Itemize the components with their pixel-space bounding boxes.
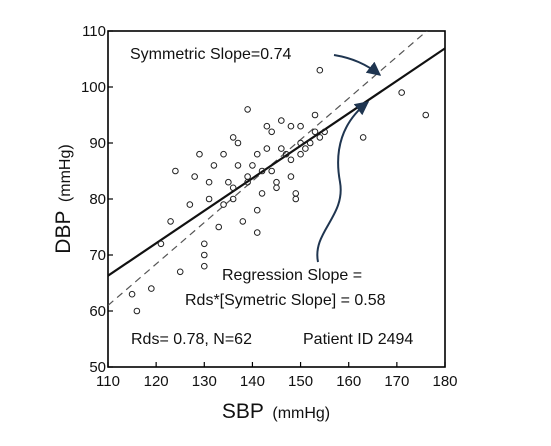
regression-slope-label-line1: Regression Slope = [222, 267, 362, 284]
data-point [244, 173, 251, 180]
data-point [229, 184, 237, 192]
data-point [287, 122, 295, 130]
data-point [359, 134, 367, 141]
symmetric-slope-line [108, 31, 428, 306]
x-tick-label: 140 [240, 373, 265, 390]
data-point [200, 240, 208, 248]
data-point [225, 178, 232, 186]
data-point [292, 190, 300, 197]
data-point [234, 162, 242, 169]
symmetric-slope-arrow [333, 54, 382, 76]
data-point [220, 150, 227, 158]
data-point [148, 285, 155, 292]
data-point [292, 195, 300, 203]
data-point [167, 218, 174, 225]
data-point [176, 268, 184, 276]
regression-slope-label-line2: Rds*[Symetric Slope] = 0.58 [185, 292, 386, 309]
x-tick-label: 180 [432, 373, 457, 390]
y-axis-ticks: 50 60 70 80 90 100 110 [81, 23, 113, 376]
data-point [229, 134, 237, 141]
data-point [210, 162, 218, 169]
patient-id-label: Patient ID 2494 [303, 331, 413, 348]
x-tick-label: 150 [288, 373, 313, 390]
x-tick-label: 170 [384, 373, 409, 390]
y-tick-label: 60 [89, 303, 106, 320]
data-point [306, 139, 314, 147]
data-point [172, 167, 179, 175]
data-point [311, 128, 319, 136]
data-point [258, 167, 266, 175]
data-point [200, 262, 208, 270]
data-point [157, 240, 165, 248]
data-point [186, 201, 194, 208]
stats-label: Rds= 0.78, N=62 [131, 331, 252, 348]
data-point [253, 150, 261, 158]
data-point [234, 139, 242, 147]
data-point [244, 178, 251, 186]
x-axis-unit: (mmHg) [272, 405, 330, 422]
data-point [282, 150, 290, 158]
x-tick-label: 120 [144, 373, 169, 390]
x-tick-label: 110 [96, 373, 120, 390]
x-tick-label: 160 [336, 373, 361, 390]
data-point [297, 122, 304, 130]
data-point [398, 89, 405, 96]
data-point [133, 307, 141, 315]
regression-line [108, 47, 445, 277]
data-point [268, 128, 275, 136]
data-point [249, 162, 256, 169]
data-point [316, 134, 324, 141]
y-axis-title: DBP (mmHg) [52, 144, 75, 253]
data-point [287, 156, 295, 164]
data-point [311, 111, 319, 119]
data-point [422, 111, 430, 119]
x-axis-ticks: 110 120 130 140 150 160 170 180 [96, 362, 458, 390]
data-point [273, 184, 280, 192]
data-point [229, 195, 237, 203]
regression-slope-arrow [316, 101, 370, 263]
data-point [263, 122, 271, 130]
data-point [205, 178, 213, 186]
data-point [128, 290, 136, 298]
data-point [297, 150, 304, 158]
data-point [215, 223, 223, 231]
data-point [273, 178, 280, 186]
y-tick-label: 100 [81, 79, 106, 96]
data-point [287, 173, 295, 180]
data-point [253, 206, 261, 214]
data-point [196, 150, 203, 158]
data-point [239, 218, 247, 225]
data-point [220, 201, 227, 208]
data-points [128, 66, 430, 315]
data-point [244, 106, 251, 113]
data-point [191, 173, 198, 180]
x-tick-label: 130 [192, 373, 217, 390]
data-point [297, 139, 304, 147]
y-tick-label: 90 [89, 135, 106, 152]
data-point [268, 167, 275, 175]
data-point [263, 145, 271, 152]
y-tick-label: 80 [89, 191, 106, 208]
data-point [253, 229, 261, 236]
y-tick-label: 50 [89, 359, 106, 376]
data-point [302, 145, 309, 152]
data-point [278, 145, 285, 152]
y-axis-unit: (mmHg) [57, 144, 74, 202]
y-tick-label: 70 [89, 247, 106, 264]
y-axis-label: DBP [52, 211, 75, 254]
x-axis-title: SBP (mmHg) [222, 400, 330, 423]
data-point [200, 251, 208, 259]
data-point [278, 117, 285, 124]
x-axis-label: SBP [222, 400, 264, 423]
data-point [316, 66, 324, 74]
data-point [258, 190, 266, 197]
data-point [321, 128, 328, 136]
data-point [205, 195, 213, 203]
symmetric-slope-label: Symmetric Slope=0.74 [130, 46, 292, 63]
y-tick-label: 110 [82, 23, 106, 40]
